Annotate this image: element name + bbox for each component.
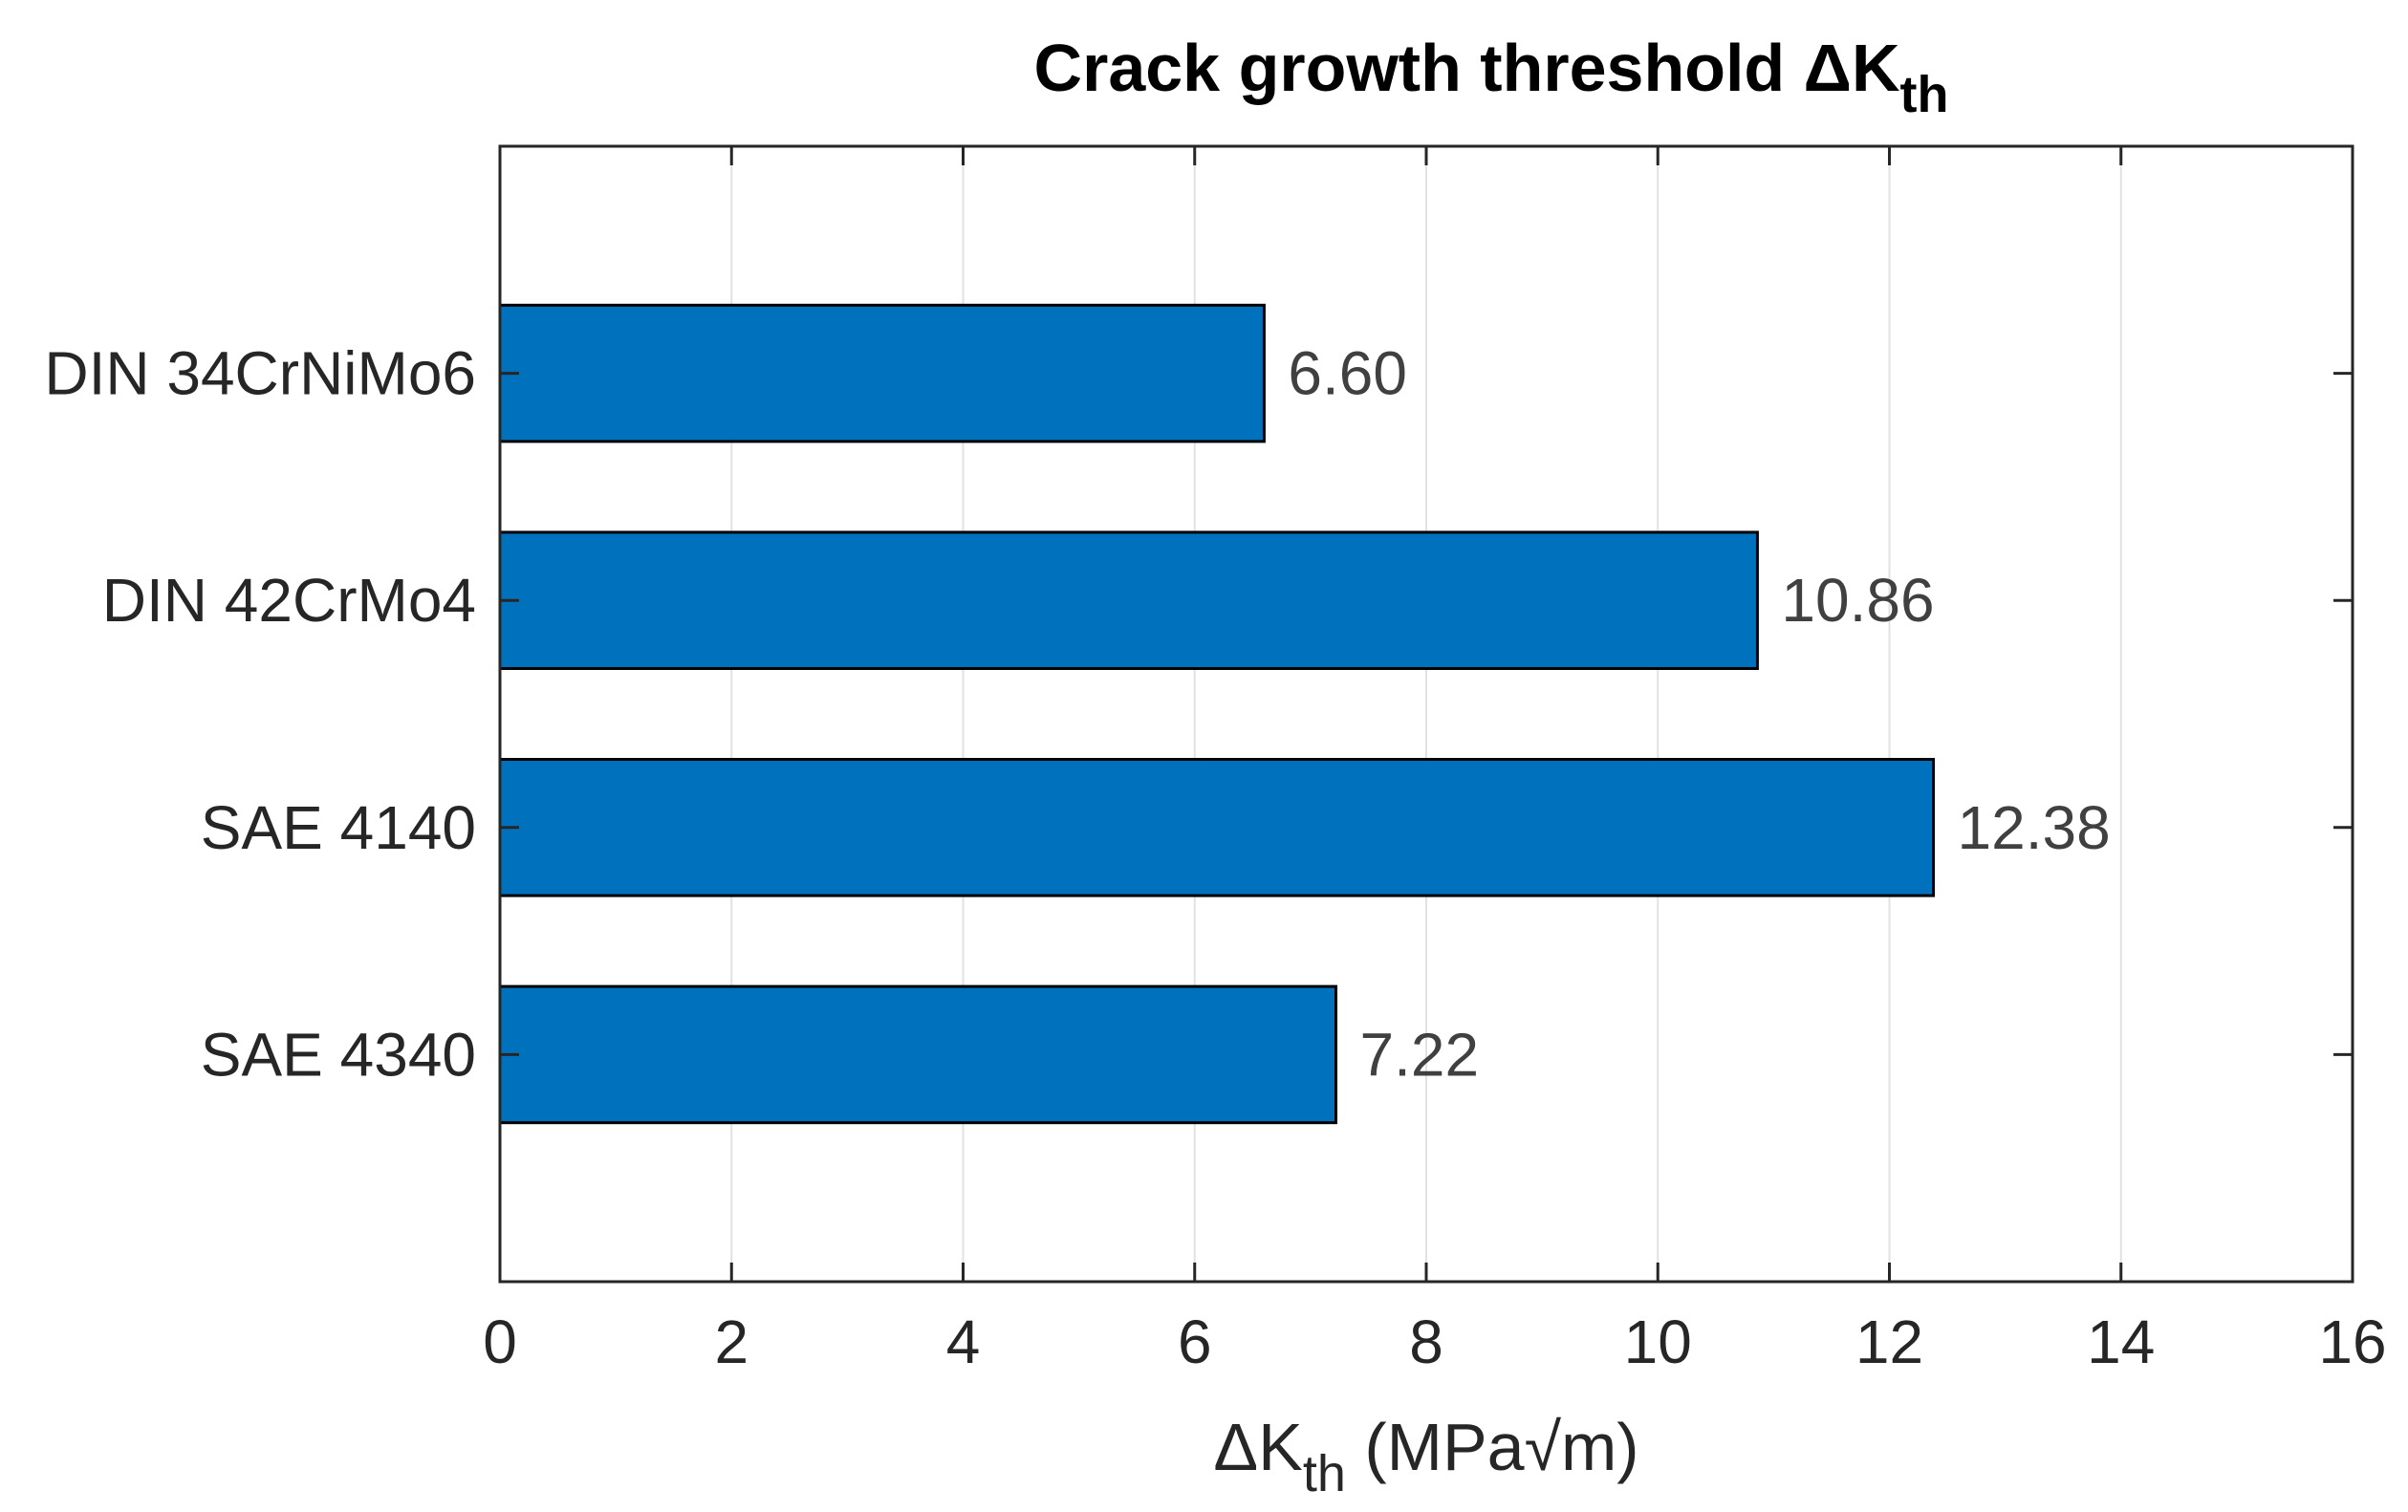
data-label: 10.86 [1781, 566, 1934, 635]
x-axis-label-subscript: th [1303, 1445, 1346, 1502]
chart-title: Crack growth threshold ΔKth [1034, 31, 1949, 123]
chart-title-main: Crack growth threshold ΔK [1034, 31, 1900, 105]
x-tick-label: 12 [1855, 1307, 1923, 1376]
chart-title-subscript: th [1900, 66, 1949, 123]
data-label: 6.60 [1288, 339, 1407, 408]
data-labels: 6.60 10.86 12.38 7.22 [1288, 339, 2110, 1090]
bar [498, 758, 1936, 897]
bar [498, 530, 1759, 670]
category-labels: DIN 34CrNiMo6 DIN 42CrMo4 SAE 4140 SAE 4340 [44, 339, 476, 1090]
x-tick-label: 2 [714, 1307, 748, 1376]
x-axis-label: ΔKth (MPa√m) [1213, 1410, 1638, 1502]
x-tick-label: 10 [1624, 1307, 1692, 1376]
x-tick-label: 6 [1178, 1307, 1212, 1376]
bar [498, 303, 1266, 443]
category-label: SAE 4340 [201, 1020, 476, 1089]
category-label: SAE 4140 [201, 793, 476, 862]
x-tick-label: 4 [946, 1307, 981, 1376]
x-tick-label: 16 [2318, 1307, 2386, 1376]
x-axis-label-main: ΔK [1213, 1410, 1302, 1484]
x-tick-label: 0 [483, 1307, 517, 1376]
x-tick-label: 8 [1409, 1307, 1443, 1376]
x-axis-label-units: (MPa√m) [1346, 1410, 1639, 1484]
bars [498, 303, 1936, 1125]
category-label: DIN 34CrNiMo6 [44, 339, 476, 408]
x-tick-labels: 0 2 4 6 8 10 12 14 16 [483, 1307, 2386, 1376]
data-label: 12.38 [1958, 793, 2111, 862]
data-label: 7.22 [1360, 1020, 1480, 1089]
bar [498, 984, 1338, 1125]
x-tick-label: 14 [2087, 1307, 2155, 1376]
axis-ticks [498, 146, 2354, 1282]
category-label: DIN 42CrMo4 [102, 566, 476, 635]
